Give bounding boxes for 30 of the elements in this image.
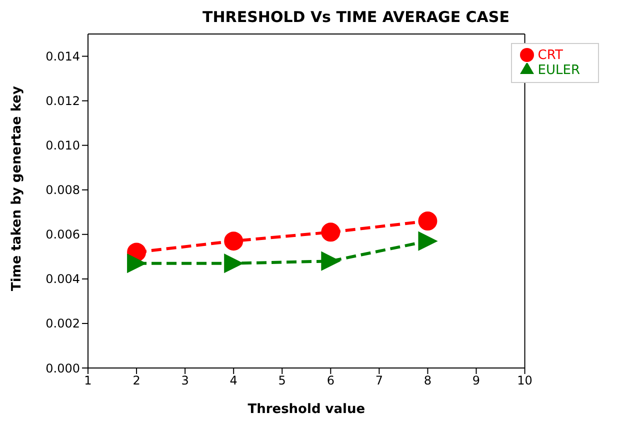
x-tick-label: 10 [517,374,532,388]
x-tick-label: 4 [230,374,238,388]
y-tick-label: 0.008 [46,183,80,198]
x-tick-label: 7 [375,374,384,388]
point [321,222,340,242]
point [418,212,438,231]
point [321,252,340,271]
y-tick-label: 0.002 [46,316,80,331]
x-tick-label: 6 [326,374,334,388]
y-tick-label: 0.004 [46,272,80,286]
point [418,232,438,251]
point [224,232,244,251]
chart-title: THRESHOLD Vs TIME AVERAGE CASE [202,8,510,26]
x-tick-label: 5 [278,374,286,388]
y-axis-title: Time taken by genertae key [10,86,25,291]
point [224,254,244,273]
x-tick-label: 8 [424,374,432,388]
x-tick-label: 2 [132,374,140,388]
y-tick-label: 0.012 [46,94,80,108]
x-tick-label: 1 [84,374,92,388]
point [127,254,146,273]
y-tick-label: 0.000 [46,361,80,376]
x-tick-label: 3 [181,374,189,388]
legend-label: EULER [538,63,580,78]
y-tick-label: 0.014 [46,50,80,64]
x-tick-label: 9 [472,374,480,388]
y-tick-label: 0.006 [46,228,80,242]
legend-label: CRT [538,48,563,63]
x-axis-title: Threshold value [248,402,366,417]
y-tick-label: 0.010 [46,138,80,153]
